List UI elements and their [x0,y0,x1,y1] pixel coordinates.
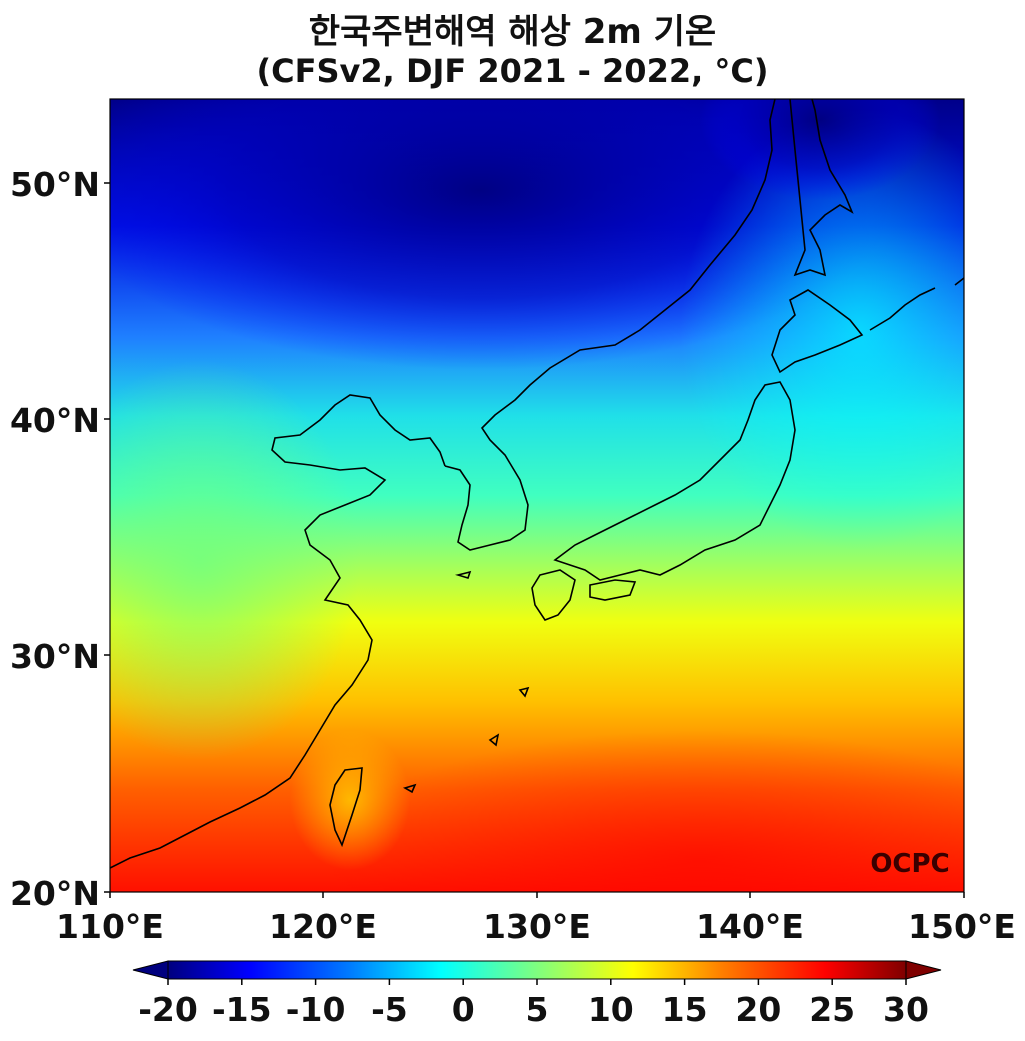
lon-tick-label: 150°E [908,907,1016,946]
lon-axis: 110°E 120°E 130°E 140°E 150°E [56,892,1016,946]
lon-tick-label: 140°E [696,907,804,946]
hokkaido-coastline [771,289,864,374]
lon-tick-label: 120°E [269,907,377,946]
colorbar-tick-label: -10 [286,990,346,1029]
map-title: 한국주변해역 해상 2m 기온 [308,12,717,52]
colorbar-max-extend [905,960,942,980]
lon-tick-label: 110°E [56,907,164,946]
coastlines [110,99,964,869]
lat-tick-label: 30°N [10,637,100,676]
shikoku-coastline [589,579,637,601]
colorbar-bar [167,960,907,980]
colorbar-tick-label: 5 [526,990,549,1029]
colorbar-tick-label: 25 [809,990,855,1029]
taiwan-coastline [329,767,363,848]
colorbar-ticks: -20 -15 -10 -5 0 5 10 15 20 25 30 [138,979,929,1029]
colorbar-tick-label: -5 [371,990,408,1029]
colorbar [132,960,942,980]
china-coastline [110,394,446,869]
colorbar-tick-label: -15 [212,990,272,1029]
lat-axis: 50°N 40°N 30°N 20°N [10,165,110,913]
temperature-field [110,99,964,892]
ocpc-logo: OCPC [870,849,949,879]
lat-tick-label: 50°N [10,165,100,204]
lon-tick-label: 130°E [483,907,591,946]
korea-coastline [444,99,776,551]
sakhalin-coastline [789,99,854,277]
colorbar-tick-label: 30 [883,990,929,1029]
lat-tick-label: 20°N [10,874,100,913]
colorbar-tick-label: 15 [662,990,708,1029]
colorbar-tick-label: -20 [138,990,198,1029]
kyushu-coastline [531,569,576,621]
map-subtitle: (CFSv2, DJF 2021 - 2022, °C) [256,52,769,90]
colorbar-min-extend [132,960,169,980]
honshu-coastline [553,381,796,581]
colorbar-tick-label: 0 [452,990,475,1029]
colorbar-tick-label: 10 [588,990,634,1029]
lat-tick-label: 40°N [10,401,100,440]
colorbar-tick-label: 20 [735,990,781,1029]
